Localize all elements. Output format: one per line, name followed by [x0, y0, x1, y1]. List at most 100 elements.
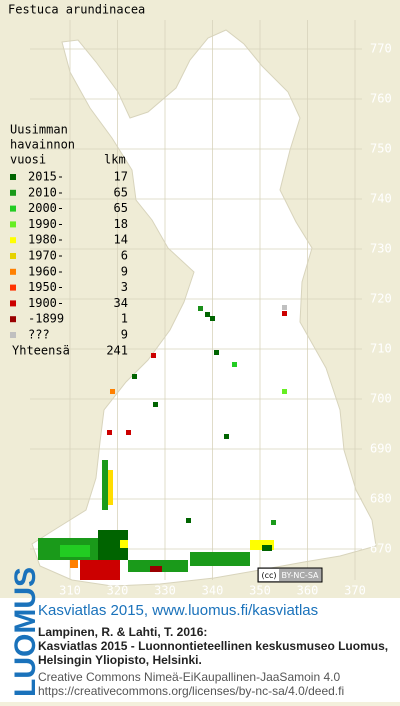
legend-swatch: [10, 300, 16, 307]
occurrence: [282, 305, 287, 310]
citation: Helsingin Yliopisto, Helsinki.: [38, 653, 202, 667]
occurrence: [262, 545, 272, 551]
legend-swatch: [10, 332, 16, 338]
occurrence: [151, 353, 156, 358]
y-tick-label: 730: [370, 242, 392, 256]
legend-count: 6: [121, 249, 128, 263]
occurrence: [110, 389, 115, 394]
legend-label: 2010-: [28, 185, 64, 199]
occurrence: [150, 566, 162, 572]
occurrence: [120, 540, 128, 548]
finland-outline: [31, 29, 377, 587]
occurrence: [80, 560, 120, 580]
occurrence: [60, 545, 90, 557]
license-badge: (cc) BY-NC-SA: [257, 567, 323, 583]
y-tick-label: 700: [370, 392, 392, 406]
legend-swatch: [10, 174, 16, 180]
legend-label: 2015-: [28, 170, 64, 184]
occurrence: [153, 402, 158, 407]
legend-swatch: [10, 284, 16, 291]
legend-label: 1950-: [28, 280, 64, 294]
occurrence: [102, 460, 108, 510]
atlas-link[interactable]: Kasviatlas 2015, www.luomus.fi/kasviatla…: [38, 602, 318, 619]
occurrence: [186, 518, 191, 523]
x-tick-label: 330: [154, 584, 176, 598]
legend-count: 65: [114, 201, 128, 215]
legend-count: 18: [114, 217, 128, 231]
x-tick-label: 320: [107, 584, 129, 598]
legend-heading: vuosi: [10, 153, 46, 167]
legend-swatch: [10, 237, 16, 244]
legend-count: 65: [114, 185, 128, 199]
cc-terms: BY-NC-SA: [281, 571, 319, 580]
legend-count: 3: [121, 280, 128, 294]
legend-count-heading: lkm: [104, 153, 126, 167]
occurrence: [282, 311, 287, 316]
y-tick-label: 720: [370, 292, 392, 306]
license-url[interactable]: https://creativecommons.org/licenses/by-…: [38, 684, 344, 698]
occurrence: [190, 552, 250, 566]
legend-count: 1: [121, 312, 128, 326]
x-tick-label: 360: [297, 584, 319, 598]
y-tick-label: 760: [370, 92, 392, 106]
legend-swatch: [10, 268, 16, 275]
occurrence: [271, 520, 276, 525]
y-tick-label: 710: [370, 342, 392, 356]
grid: 770 760 750 740 730 720 710 700 690 680 670 310 320 3…: [30, 20, 392, 598]
occurrence: [107, 430, 112, 435]
occurrence: [108, 470, 113, 505]
x-tick-label: 310: [59, 584, 81, 598]
occurrence: [132, 374, 137, 379]
cc-mark: (cc): [261, 571, 276, 580]
legend-heading: havainnon: [10, 138, 75, 152]
y-tick-label: 690: [370, 442, 392, 456]
y-tick-label: 750: [370, 142, 392, 156]
occurrence: [224, 434, 229, 439]
occurrence: [214, 350, 219, 355]
map-title: Festuca arundinacea: [8, 3, 145, 17]
legend: Uusimman havainnon vuosi lkm 2015- 17 2010…: [10, 123, 128, 357]
legend-count: 14: [114, 233, 128, 247]
legend-count: 9: [121, 328, 128, 342]
brand-logo: LUOMUS: [9, 567, 42, 697]
y-tick-label: 740: [370, 192, 392, 206]
legend-label: 1980-: [28, 233, 64, 247]
legend-label: 1990-: [28, 217, 64, 231]
x-tick-label: 340: [202, 584, 224, 598]
y-tick-label: 680: [370, 492, 392, 506]
legend-count: 34: [114, 296, 128, 310]
legend-total-label: Yhteensä: [12, 343, 70, 357]
occurrence: [70, 560, 78, 568]
x-tick-label: 350: [249, 584, 271, 598]
legend-total: 241: [106, 343, 128, 357]
legend-label: 1970-: [28, 249, 64, 263]
x-tick-label: 370: [344, 584, 366, 598]
occurrence: [210, 316, 215, 321]
occurrence: [205, 312, 210, 317]
citation: Lampinen, R. & Lahti, T. 2016:: [38, 625, 207, 639]
legend-swatch: [10, 189, 16, 196]
citation: Kasviatlas 2015 - Luonnontieteellinen ke…: [38, 639, 388, 653]
occurrence: [126, 430, 131, 435]
occurrence-squares: [38, 305, 287, 580]
y-tick-label: 770: [370, 42, 392, 56]
legend-swatch: [10, 221, 16, 228]
y-tick-label: 670: [370, 542, 392, 556]
occurrence: [198, 306, 203, 311]
legend-swatch: [10, 316, 16, 323]
legend-swatch: [10, 253, 16, 259]
legend-count: 17: [114, 170, 128, 184]
occurrence: [232, 362, 237, 367]
legend-label: -1899: [28, 312, 64, 326]
legend-label: 1960-: [28, 264, 64, 278]
legend-label: ???: [28, 328, 50, 342]
legend-label: 2000-: [28, 201, 64, 215]
legend-heading: Uusimman: [10, 123, 68, 137]
occurrence: [282, 389, 287, 394]
legend-swatch: [10, 205, 16, 212]
license-text: Creative Commons Nimeä-EiKaupallinen-Jaa…: [38, 670, 340, 684]
footer-background: [0, 598, 400, 702]
legend-count: 9: [121, 264, 128, 278]
legend-label: 1900-: [28, 296, 64, 310]
